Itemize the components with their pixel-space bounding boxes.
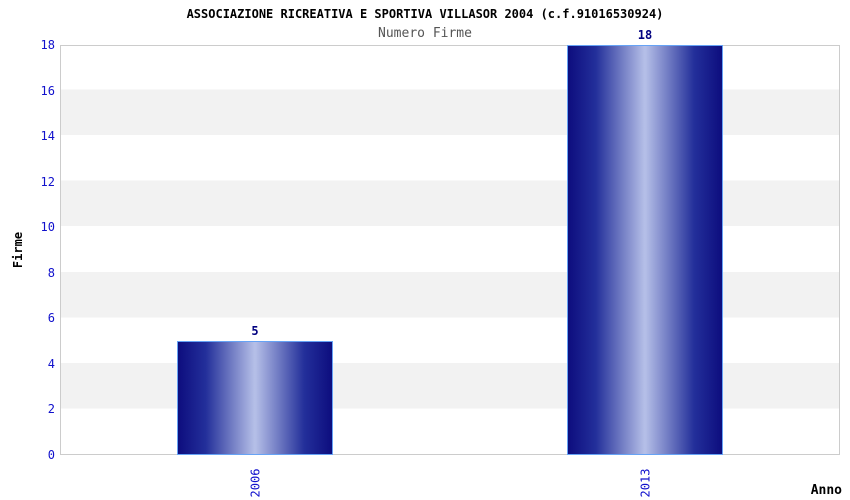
y-tick-label: 2 xyxy=(47,402,55,417)
y-tick-label: 0 xyxy=(47,448,55,462)
y-axis-title-text: Firme xyxy=(11,231,25,269)
bar-2013 xyxy=(567,45,723,455)
y-tick-label: 18 xyxy=(40,38,55,52)
y-tick-label: 16 xyxy=(40,83,55,98)
y-tick-label: 10 xyxy=(40,220,55,235)
value-label-2013: 18 xyxy=(637,28,653,42)
bar-2006 xyxy=(177,341,333,455)
y-tick-label: 4 xyxy=(47,356,55,371)
y-axis-title: Firme xyxy=(6,160,30,340)
y-tick-label: 6 xyxy=(47,311,55,326)
value-label-2006: 5 xyxy=(251,324,259,339)
y-tick-label: 8 xyxy=(47,265,55,280)
x-tick-label-2013: 2013 xyxy=(638,468,652,498)
x-axis-title: Anno xyxy=(810,483,842,498)
x-tick-label-2006: 2006 xyxy=(248,468,262,498)
y-tick-label: 14 xyxy=(40,129,55,144)
y-tick-label: 12 xyxy=(40,174,55,189)
chart-title: ASSOCIAZIONE RICREATIVA E SPORTIVA VILLA… xyxy=(186,7,664,21)
chart-subtitle: Numero Firme xyxy=(378,26,472,41)
